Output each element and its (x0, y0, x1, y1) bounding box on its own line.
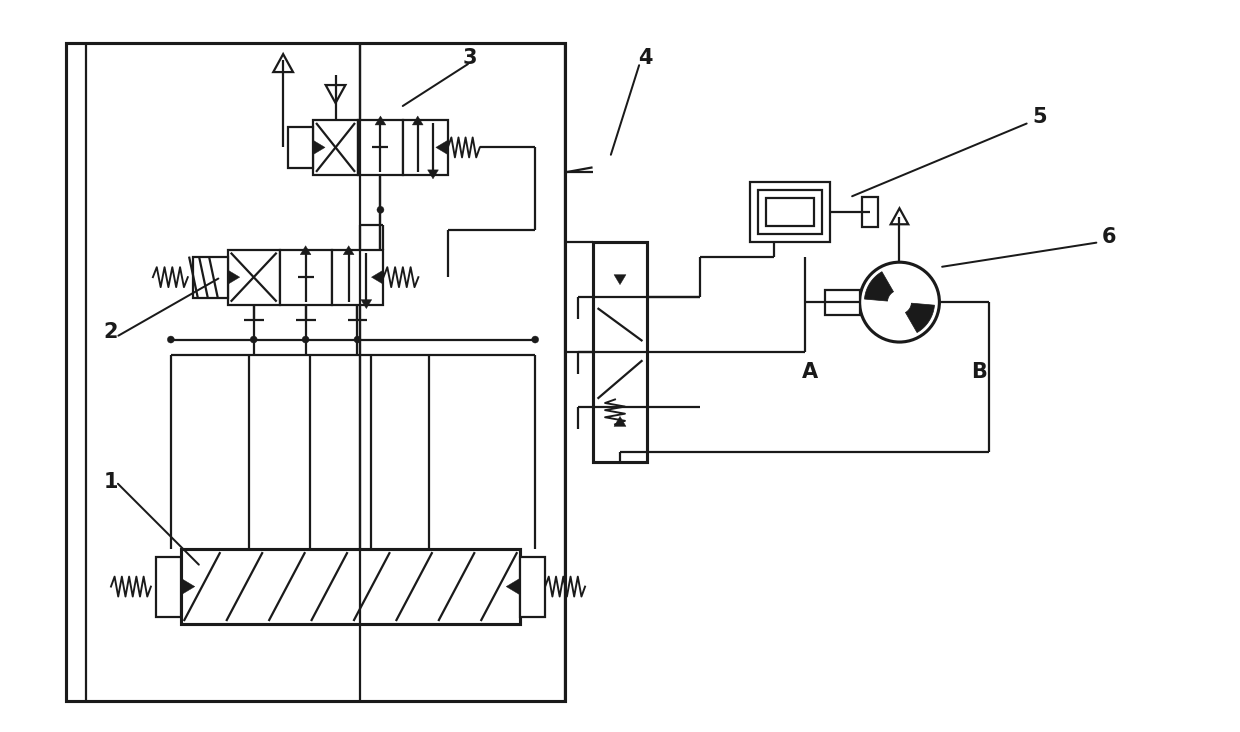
Polygon shape (435, 141, 448, 154)
Bar (750, 182, 830, 242)
Text: 2: 2 (104, 322, 118, 342)
Polygon shape (300, 246, 311, 255)
Polygon shape (228, 270, 239, 284)
Bar (825, 290, 859, 315)
Polygon shape (273, 54, 293, 72)
Polygon shape (326, 85, 346, 103)
Polygon shape (413, 116, 423, 125)
Polygon shape (343, 246, 355, 255)
Bar (66, 42, 565, 701)
Circle shape (250, 336, 257, 343)
Bar (331, 250, 383, 305)
Circle shape (303, 336, 309, 343)
Bar (312, 120, 358, 175)
Polygon shape (506, 578, 521, 595)
Bar (766, 198, 813, 226)
Polygon shape (372, 270, 383, 284)
Circle shape (167, 336, 175, 343)
Circle shape (532, 336, 538, 343)
Polygon shape (428, 170, 439, 179)
Text: 5: 5 (1032, 108, 1047, 127)
Polygon shape (614, 274, 626, 285)
Polygon shape (905, 303, 935, 332)
Polygon shape (312, 141, 325, 154)
Text: A: A (801, 362, 817, 382)
Circle shape (377, 206, 384, 213)
Bar (593, 242, 647, 462)
Polygon shape (361, 299, 372, 309)
Bar (358, 120, 403, 175)
Bar (181, 549, 521, 624)
Polygon shape (890, 209, 908, 224)
Text: B: B (971, 362, 987, 382)
Bar (862, 198, 878, 227)
Polygon shape (614, 417, 626, 426)
Text: 6: 6 (1102, 227, 1116, 247)
Bar (192, 257, 228, 298)
Polygon shape (181, 578, 195, 595)
Bar (288, 127, 312, 168)
Bar (758, 190, 822, 234)
Circle shape (859, 262, 940, 342)
Polygon shape (864, 272, 894, 301)
Bar (280, 250, 331, 305)
Polygon shape (374, 116, 386, 125)
Bar (521, 556, 546, 616)
Bar (403, 120, 448, 175)
Text: 1: 1 (104, 472, 118, 492)
Text: 3: 3 (463, 48, 477, 67)
Bar (228, 250, 280, 305)
Circle shape (353, 336, 361, 343)
Text: 4: 4 (637, 48, 652, 67)
Bar (156, 556, 181, 616)
